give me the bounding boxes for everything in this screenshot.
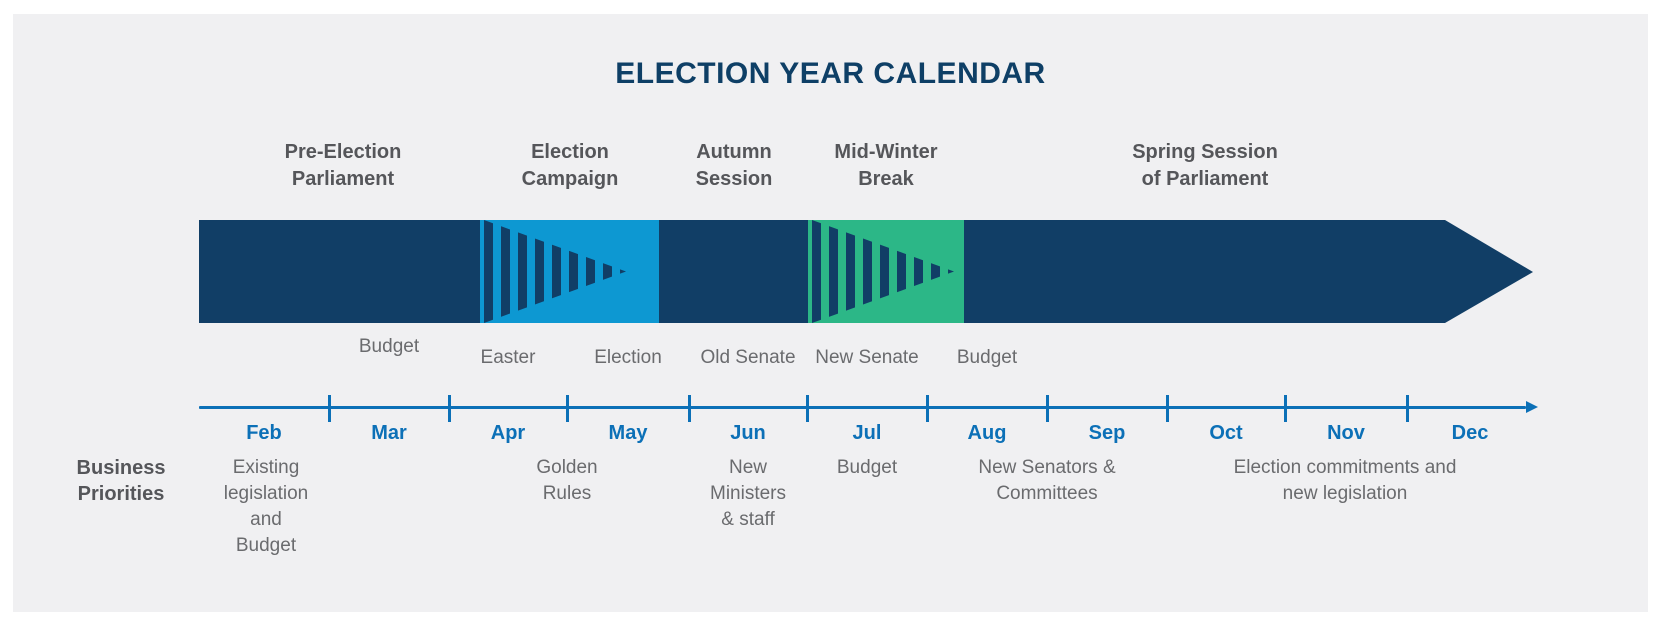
striped-arrow-pattern [484,220,626,323]
month-label-oct: Oct [1209,422,1243,444]
month-label-feb: Feb [246,422,282,444]
month-label-jul: Jul [852,422,882,444]
axis-tick [1284,395,1287,422]
milestone-budget: Budget [956,347,1018,368]
text-line: Pre-Election [284,141,402,163]
striped-arrow-pattern [812,220,954,323]
timeline-arrowhead [1445,220,1533,323]
milestone-budget: Budget [358,336,420,357]
axis-tick [1166,395,1169,422]
axis-tick [328,395,331,422]
axis-tick [1406,395,1409,422]
text-line: Golden [536,457,598,478]
text-line: Committees [996,483,1098,504]
month-label-apr: Apr [490,422,526,444]
month-label-dec: Dec [1451,422,1489,444]
text-line: & staff [721,509,775,530]
phase-label-mid-winter-break: Mid-Winter Break [834,139,937,193]
text-line: Budget [235,535,297,556]
month-label-may: May [608,422,648,444]
text-line: Campaign [521,168,619,190]
text-line: new legislation [1282,483,1408,504]
segment-pre-election-parliament [199,220,480,323]
segment-election-campaign [480,220,659,323]
priority-item: Existing legislation and Budget [224,455,309,559]
axis-arrow-tip [1526,401,1538,413]
text-line: Break [858,168,914,190]
milestone-easter: Easter [480,347,536,368]
priority-item: Election commitments and new legislation [1234,455,1457,507]
milestone-old-senate: Old Senate [700,347,796,368]
phase-label-election-campaign: Election Campaign [522,139,619,193]
axis-tick [688,395,691,422]
text-line: Existing [232,457,300,478]
month-label-jun: Jun [730,422,766,444]
axis-tick [1046,395,1049,422]
text-line: Priorities [77,483,165,505]
phase-label-pre-election-parliament: Pre-Election Parliament [285,139,402,193]
priority-item: New Ministers & staff [710,455,786,533]
axis-tick [926,395,929,422]
milestone-election: Election [594,347,662,368]
axis-tick [806,395,809,422]
phase-label-autumn-session: Autumn Session [696,139,773,193]
month-label-mar: Mar [371,422,407,444]
phase-label-spring-session-of-parliament: Spring Session of Parliament [1132,139,1278,193]
axis-line [199,406,1526,409]
month-label-nov: Nov [1327,422,1365,444]
milestone-new-senate: New Senate [815,347,919,368]
priority-item: Golden Rules [536,455,597,507]
text-line: and [250,509,282,530]
text-line: Budget [836,457,898,478]
text-line: Autumn [696,141,772,163]
text-line: Election commitments and [1233,457,1457,478]
segment-mid-winter-break [808,220,964,323]
text-line: Spring Session [1132,141,1278,163]
text-line: Session [695,168,773,190]
text-line: Ministers [709,483,787,504]
text-line: Rules [542,483,592,504]
text-line: Election [531,141,609,163]
month-label-sep: Sep [1088,422,1126,444]
axis-tick [448,395,451,422]
business-priorities-label: Business Priorities [77,455,166,507]
text-line: of Parliament [1141,168,1269,190]
month-label-aug: Aug [967,422,1007,444]
priority-item: New Senators & Committees [978,455,1115,507]
text-line: Business [76,457,166,479]
page-title: ELECTION YEAR CALENDAR [615,57,1046,90]
priority-item: Budget [837,455,897,481]
text-line: New Senators & [978,457,1116,478]
axis-tick [566,395,569,422]
segment-spring-session [964,220,1445,323]
text-line: legislation [223,483,309,504]
text-line: Mid-Winter [834,141,938,163]
text-line: New [728,457,768,478]
segment-autumn-session [659,220,808,323]
text-line: Parliament [291,168,395,190]
